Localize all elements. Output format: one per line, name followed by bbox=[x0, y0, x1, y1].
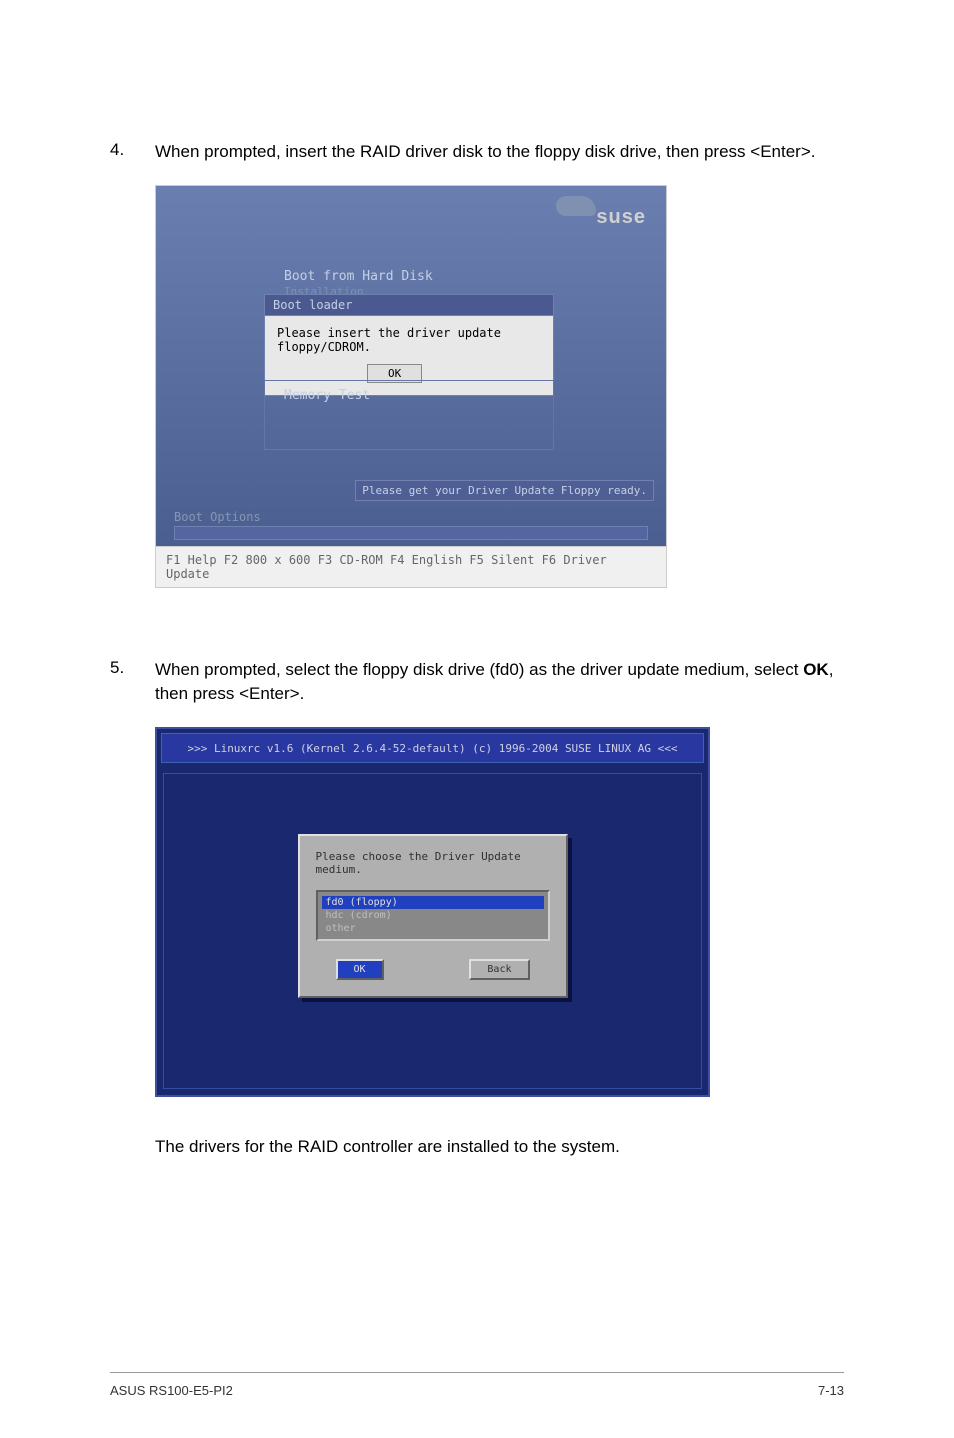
step-number: 5. bbox=[110, 658, 155, 707]
ok-button[interactable]: OK bbox=[336, 959, 384, 980]
step-text-a: When prompted, select the floppy disk dr… bbox=[155, 660, 803, 679]
step-4: 4. When prompted, insert the RAID driver… bbox=[110, 140, 844, 165]
list-item-other[interactable]: other bbox=[322, 922, 544, 935]
step-5: 5. When prompted, select the floppy disk… bbox=[110, 658, 844, 707]
footer-right: 7-13 bbox=[818, 1383, 844, 1398]
dialog-message: Please choose the Driver Update medium. bbox=[316, 850, 550, 876]
boot-from-hard-disk: Boot from Hard Disk bbox=[284, 269, 433, 284]
step-number: 4. bbox=[110, 140, 155, 165]
chameleon-icon bbox=[556, 196, 596, 216]
screenshot-suse-boot: suse Boot from Hard Disk Installation Bo… bbox=[155, 185, 667, 588]
dialog-title: Boot loader bbox=[265, 295, 553, 316]
memory-test: Memory Test bbox=[284, 388, 370, 403]
dialog-message: Please insert the driver update floppy/C… bbox=[277, 326, 541, 354]
linuxrc-body: Please choose the Driver Update medium. … bbox=[163, 773, 702, 1089]
result-text: The drivers for the RAID controller are … bbox=[155, 1137, 844, 1157]
ok-bold: OK bbox=[803, 660, 829, 679]
linuxrc-title: >>> Linuxrc v1.6 (Kernel 2.6.4-52-defaul… bbox=[162, 734, 703, 755]
page-footer: ASUS RS100-E5-PI2 7-13 bbox=[110, 1372, 844, 1398]
boot-options-input[interactable] bbox=[174, 526, 648, 540]
boot-screen: suse Boot from Hard Disk Installation Bo… bbox=[156, 186, 666, 546]
back-button[interactable]: Back bbox=[469, 959, 529, 980]
driver-medium-dialog: Please choose the Driver Update medium. … bbox=[298, 834, 568, 998]
medium-list[interactable]: fd0 (floppy) hdc (cdrom) other bbox=[316, 890, 550, 941]
list-item-fd0[interactable]: fd0 (floppy) bbox=[322, 896, 544, 909]
step-text: When prompted, insert the RAID driver di… bbox=[155, 140, 815, 165]
linuxrc-header: >>> Linuxrc v1.6 (Kernel 2.6.4-52-defaul… bbox=[161, 733, 704, 763]
list-item-hdc[interactable]: hdc (cdrom) bbox=[322, 909, 544, 922]
footer-left: ASUS RS100-E5-PI2 bbox=[110, 1383, 233, 1398]
button-row: OK Back bbox=[316, 959, 550, 980]
boot-options-label: Boot Options bbox=[174, 510, 261, 524]
ready-message: Please get your Driver Update Floppy rea… bbox=[355, 480, 654, 501]
function-keys: F1 Help F2 800 x 600 F3 CD-ROM F4 Englis… bbox=[156, 546, 666, 587]
step-text: When prompted, select the floppy disk dr… bbox=[155, 658, 844, 707]
screenshot-linuxrc: >>> Linuxrc v1.6 (Kernel 2.6.4-52-defaul… bbox=[155, 727, 710, 1097]
suse-logo: suse bbox=[596, 206, 646, 229]
